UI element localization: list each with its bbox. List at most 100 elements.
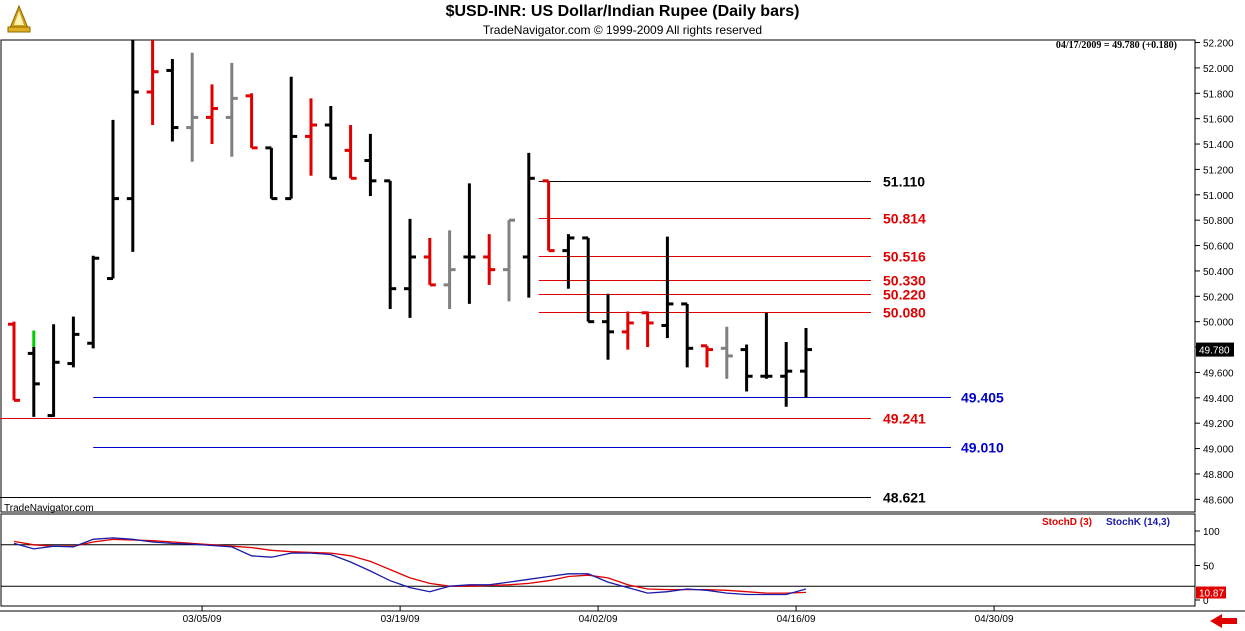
ohlc-bar xyxy=(720,326,733,379)
ohlc-bar xyxy=(404,218,416,318)
stochastic-panel-border xyxy=(0,513,1196,607)
price-tick-label: 49.600 xyxy=(1203,368,1234,379)
price-axis: 52.200 52.000 51.800 51.600 51.400 51.200 51.0… xyxy=(1195,39,1234,506)
level-label: 50.516 xyxy=(883,249,926,265)
price-tick-label: 49.000 xyxy=(1203,445,1234,456)
stochastic-tick-label: 50 xyxy=(1203,562,1215,573)
ohlc-bar xyxy=(384,179,397,309)
ohlc-bar xyxy=(423,237,436,287)
ohlc-bar xyxy=(67,316,80,368)
date-tick-label: 03/05/09 xyxy=(183,614,222,625)
level-label: 50.220 xyxy=(883,287,926,303)
ohlc-bar xyxy=(27,330,40,417)
level-label: 50.814 xyxy=(883,211,926,227)
ohlc-bar xyxy=(126,40,139,252)
ohlc-bar xyxy=(681,302,694,368)
stochastic-series-line xyxy=(13,538,807,594)
ohlc-bar xyxy=(186,52,199,162)
ohlc-bar xyxy=(364,133,377,197)
ohlc-bar xyxy=(463,183,476,304)
level-label: 50.080 xyxy=(883,305,926,321)
ohlc-bar xyxy=(47,324,60,418)
stochastic-tick-label: 0 xyxy=(1203,596,1209,607)
price-tick-label: 50.400 xyxy=(1203,267,1234,278)
legend-stochk: StochK (14,3) xyxy=(1106,517,1170,528)
ohlc-bar xyxy=(206,84,218,145)
legend-stochd: StochD (3) xyxy=(1042,517,1092,528)
price-tick-label: 50.000 xyxy=(1203,318,1234,329)
ohlc-bar xyxy=(166,59,179,142)
stochastic-series-line xyxy=(13,537,807,596)
price-tick-label: 50.600 xyxy=(1203,242,1234,253)
watermark-text: TradeNavigator.com xyxy=(4,503,94,514)
price-tick-label: 52.000 xyxy=(1203,64,1234,75)
last-price-label: 49.780 xyxy=(1199,346,1230,357)
annotations: 04/17/2009 = 49.780 (+0.180) TradeNavigat… xyxy=(4,40,1177,514)
last-quote-info: 04/17/2009 = 49.780 (+0.180) xyxy=(1056,40,1177,51)
price-tick-label: 49.200 xyxy=(1203,419,1234,430)
level-label: 49.010 xyxy=(961,440,1004,456)
ohlc-bar xyxy=(344,125,357,180)
chart-frame xyxy=(0,39,1245,612)
ohlc-bar xyxy=(641,311,654,348)
ohlc-bar xyxy=(760,312,773,379)
ohlc-bar xyxy=(265,146,278,201)
date-tick-label: 04/30/09 xyxy=(975,614,1014,625)
ohlc-bar xyxy=(8,321,20,402)
price-tick-label: 52.200 xyxy=(1203,39,1234,50)
stochastic-last-label: 10.87 xyxy=(1199,588,1224,599)
stochastic-panel: 100 50 0 StochD (3) StochK (14,3) 10.87 xyxy=(1,517,1226,607)
price-tick-label: 51.200 xyxy=(1203,165,1234,176)
level-label: 51.110 xyxy=(883,174,925,190)
price-tick-label: 51.400 xyxy=(1203,140,1234,151)
scroll-left-arrow-icon[interactable] xyxy=(1210,614,1237,628)
ohlc-bar xyxy=(740,344,753,392)
date-tick-label: 03/19/09 xyxy=(381,614,420,625)
price-panel-border xyxy=(0,39,1196,513)
ohlc-bar xyxy=(602,293,614,360)
price-bars xyxy=(8,40,812,418)
level-label: 50.330 xyxy=(883,273,926,289)
ohlc-bar xyxy=(245,93,258,150)
level-label: 49.241 xyxy=(883,411,926,427)
ohlc-bar xyxy=(87,255,100,349)
ohlc-bar xyxy=(661,236,674,339)
ohlc-bar xyxy=(285,76,298,201)
ohlc-bar xyxy=(562,234,575,289)
level-label: 48.621 xyxy=(883,490,926,506)
ohlc-bar xyxy=(522,152,535,298)
stochastic-last-box xyxy=(1196,586,1226,599)
price-tick-label: 49.400 xyxy=(1203,394,1234,405)
price-tick-label: 50.200 xyxy=(1203,292,1234,303)
ohlc-bar xyxy=(701,344,713,368)
date-tick-label: 04/02/09 xyxy=(579,614,618,625)
level-label: 49.405 xyxy=(961,390,1004,406)
ohlc-bar xyxy=(107,119,119,281)
price-tick-label: 51.600 xyxy=(1203,115,1234,126)
last-price-box xyxy=(1196,342,1234,357)
price-tick-label: 51.000 xyxy=(1203,191,1234,202)
copyright-text: TradeNavigator.com © 1999-2009 All right… xyxy=(482,23,763,37)
chart-title: $USD-INR: US Dollar/Indian Rupee (Daily … xyxy=(445,3,800,20)
ohlc-bar xyxy=(542,179,555,253)
ohlc-bar xyxy=(800,328,812,398)
price-tick-label: 48.600 xyxy=(1203,495,1234,506)
price-tick-label: 51.800 xyxy=(1203,89,1234,100)
ohlc-bar xyxy=(146,40,159,126)
ohlc-bar xyxy=(621,311,634,350)
ohlc-bar xyxy=(324,105,337,180)
ohlc-bar xyxy=(483,234,496,285)
ohlc-bar xyxy=(443,230,456,309)
ohlc-bar xyxy=(225,62,238,157)
ohlc-bar xyxy=(305,98,317,176)
price-tick-label: 48.800 xyxy=(1203,470,1234,481)
ohlc-bar xyxy=(780,341,793,407)
date-axis: 03/05/09 03/19/09 04/02/09 04/16/09 04/30/09 xyxy=(183,606,1237,628)
ohlc-bar xyxy=(582,236,595,324)
trade-navigator-logo xyxy=(4,4,34,39)
stochastic-tick-label: 100 xyxy=(1203,527,1220,538)
price-tick-label: 50.800 xyxy=(1203,216,1234,227)
ohlc-bar xyxy=(503,218,515,302)
